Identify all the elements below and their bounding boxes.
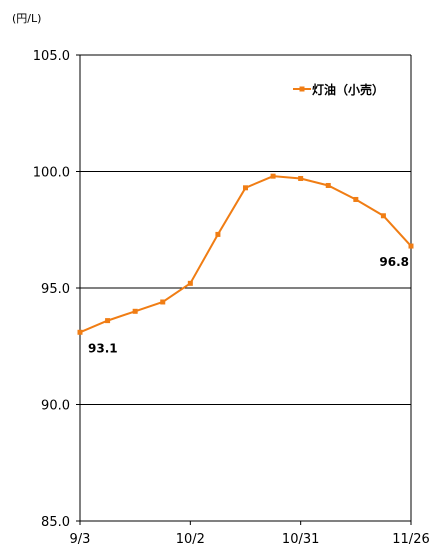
x-tick-label-0: 9/3 <box>70 532 91 547</box>
y-tick-label-0: 85.0 <box>41 515 70 530</box>
data-point-8 <box>298 175 304 181</box>
legend: 灯油（小売） <box>293 82 384 97</box>
y-tick-label-4: 105.0 <box>33 49 70 64</box>
legend-entry: 灯油（小売） <box>312 82 384 97</box>
y-tick-labels: 85.0 90.0 95.0 100.0 105.0 <box>33 49 80 530</box>
data-point-12 <box>408 243 414 249</box>
gridlines <box>80 171 411 405</box>
unit-label: (円/L) <box>12 12 41 25</box>
data-point-2 <box>132 308 138 314</box>
x-tick-label-2: 10/31 <box>282 532 319 547</box>
y-tick-label-3: 100.0 <box>33 166 70 181</box>
data-point-6 <box>243 185 248 191</box>
series-line-0 <box>79 175 412 334</box>
x-tick-label-1: 10/2 <box>176 532 205 547</box>
y-tick-label-1: 90.0 <box>41 399 70 414</box>
data-point-3 <box>160 299 166 305</box>
x-tick-label-3: 11/26 <box>392 532 429 547</box>
y-tick-label-2: 95.0 <box>41 282 70 297</box>
x-tick-labels: 9/3 10/2 10/31 11/26 <box>70 521 430 547</box>
data-point-0 <box>77 329 83 335</box>
series-group <box>77 173 414 335</box>
data-point-1 <box>105 318 111 324</box>
data-point-10 <box>353 196 359 202</box>
data-point-5 <box>215 231 221 237</box>
data-point-7 <box>270 173 276 179</box>
data-label-1: 96.8 <box>379 255 409 269</box>
data-label-0: 93.1 <box>88 341 118 355</box>
legend-marker-icon <box>299 86 305 92</box>
data-point-4 <box>187 280 193 286</box>
data-point-9 <box>325 182 331 188</box>
data-point-11 <box>380 213 386 219</box>
data-labels: 93.1 96.8 <box>88 255 409 355</box>
